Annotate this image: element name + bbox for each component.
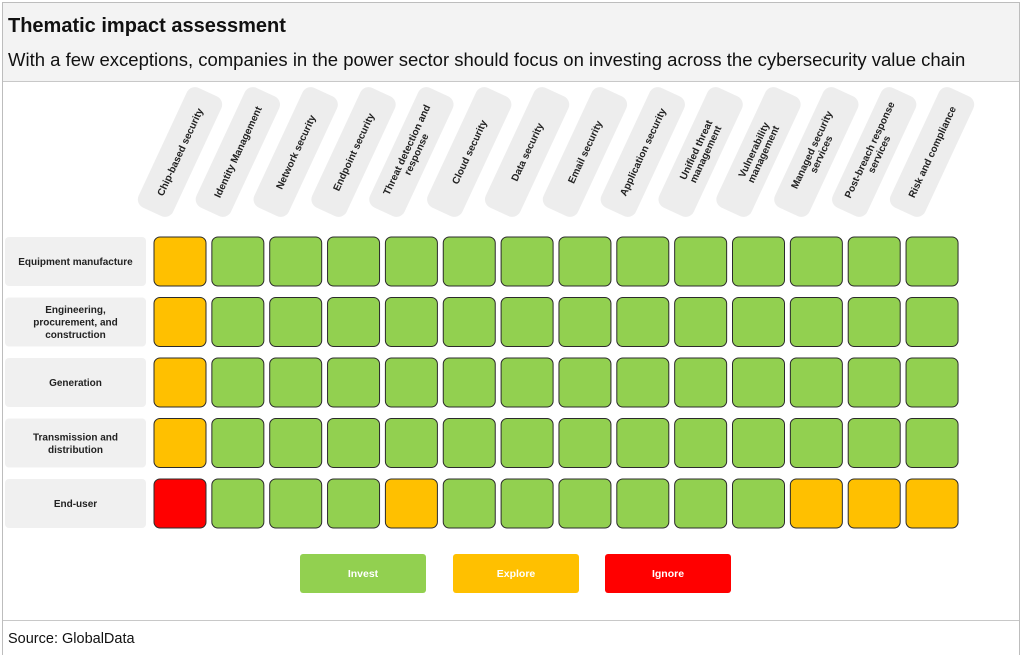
source-note: Source: GlobalData [8,631,135,647]
chart-title: Thematic impact assessment [8,15,286,37]
header: Thematic impact assessment With a few ex… [3,3,1019,82]
footer: Source: GlobalData [3,620,1019,656]
legend-explore-label: Explore [496,567,536,580]
legend-ignore: Ignore [605,554,731,593]
chart-subtitle: With a few exceptions, companies in the … [8,49,966,70]
legend-invest-label: Invest [347,567,379,580]
legend-ignore-label: Ignore [651,567,685,580]
legend-invest: Invest [300,554,426,593]
legend-explore: Explore [453,554,579,593]
